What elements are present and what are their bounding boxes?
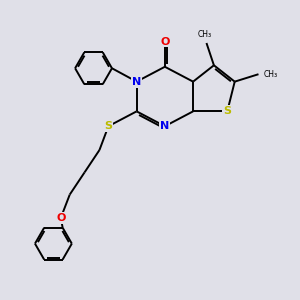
Text: O: O bbox=[160, 37, 170, 46]
Text: S: S bbox=[223, 106, 231, 116]
Text: O: O bbox=[56, 213, 65, 223]
Text: CH₃: CH₃ bbox=[198, 30, 212, 39]
Text: N: N bbox=[160, 121, 170, 131]
Text: N: N bbox=[132, 76, 141, 87]
Text: CH₃: CH₃ bbox=[264, 70, 278, 79]
Text: S: S bbox=[104, 121, 112, 131]
